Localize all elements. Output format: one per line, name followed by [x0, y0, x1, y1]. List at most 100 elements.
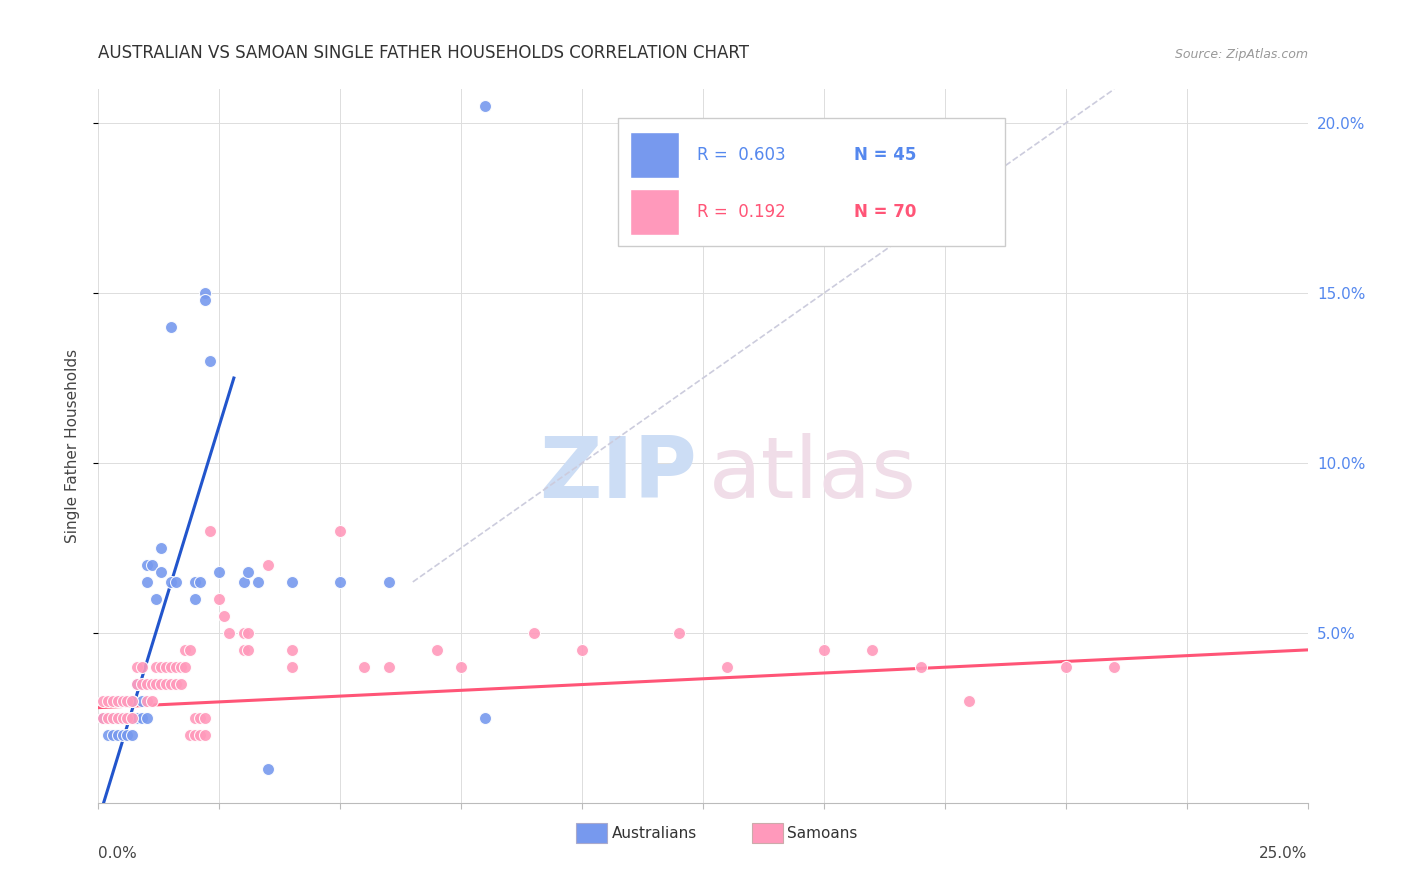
Point — [188, 574, 211, 589]
Point — [184, 711, 207, 725]
Point — [329, 524, 352, 538]
Point — [353, 660, 375, 674]
Point — [150, 565, 173, 579]
Point — [145, 591, 167, 606]
Point — [179, 728, 201, 742]
Point — [198, 524, 221, 538]
Point — [377, 574, 399, 589]
Point — [141, 558, 163, 572]
Point — [198, 354, 221, 368]
Point — [135, 574, 157, 589]
Point — [97, 711, 120, 725]
Point — [247, 574, 270, 589]
Point — [135, 711, 157, 725]
Point — [91, 711, 114, 725]
Point — [194, 286, 217, 301]
Y-axis label: Single Father Households: Single Father Households — [65, 349, 80, 543]
Point — [107, 694, 129, 708]
Point — [1054, 660, 1077, 674]
Point — [194, 728, 217, 742]
Text: R =  0.192: R = 0.192 — [697, 203, 786, 221]
Point — [450, 660, 472, 674]
Point — [184, 574, 207, 589]
Point — [256, 762, 278, 776]
Point — [329, 574, 352, 589]
Point — [121, 694, 143, 708]
Point — [165, 660, 187, 674]
Point — [165, 574, 187, 589]
Point — [377, 660, 399, 674]
Point — [212, 608, 235, 623]
Text: R =  0.603: R = 0.603 — [697, 146, 786, 164]
Point — [97, 728, 120, 742]
Point — [232, 643, 254, 657]
Point — [135, 694, 157, 708]
Point — [117, 711, 139, 725]
Point — [101, 694, 124, 708]
Point — [188, 728, 211, 742]
Point — [860, 643, 883, 657]
Point — [232, 626, 254, 640]
Point — [218, 626, 240, 640]
Bar — [630, 189, 679, 235]
Point — [121, 694, 143, 708]
Point — [716, 660, 738, 674]
Point — [97, 694, 120, 708]
Point — [194, 293, 217, 307]
Point — [131, 660, 153, 674]
Point — [101, 711, 124, 725]
Point — [474, 99, 496, 113]
Text: Samoans: Samoans — [787, 826, 858, 840]
Point — [160, 660, 183, 674]
Point — [111, 728, 134, 742]
Point — [127, 677, 149, 691]
Point — [141, 694, 163, 708]
Point — [474, 711, 496, 725]
Point — [194, 711, 217, 725]
Text: Australians: Australians — [612, 826, 697, 840]
Point — [117, 694, 139, 708]
Text: N = 45: N = 45 — [855, 146, 917, 164]
Point — [169, 677, 191, 691]
Point — [111, 694, 134, 708]
Text: 25.0%: 25.0% — [1260, 846, 1308, 861]
Point — [107, 711, 129, 725]
Text: ZIP: ZIP — [540, 433, 697, 516]
Point — [238, 565, 260, 579]
Point — [668, 626, 690, 640]
Point — [135, 677, 157, 691]
Point — [145, 660, 167, 674]
Text: AUSTRALIAN VS SAMOAN SINGLE FATHER HOUSEHOLDS CORRELATION CHART: AUSTRALIAN VS SAMOAN SINGLE FATHER HOUSE… — [98, 44, 749, 62]
Point — [174, 660, 197, 674]
Text: 0.0%: 0.0% — [98, 846, 138, 861]
Point — [121, 711, 143, 725]
Text: Source: ZipAtlas.com: Source: ZipAtlas.com — [1174, 48, 1308, 61]
Point — [107, 694, 129, 708]
Point — [127, 660, 149, 674]
Point — [111, 711, 134, 725]
Point — [107, 711, 129, 725]
Point — [184, 728, 207, 742]
Point — [131, 694, 153, 708]
Point — [160, 677, 183, 691]
Point — [150, 541, 173, 555]
Point — [107, 728, 129, 742]
Point — [571, 643, 593, 657]
Point — [141, 677, 163, 691]
Point — [150, 660, 173, 674]
Point — [111, 694, 134, 708]
Point — [1102, 660, 1125, 674]
Point — [910, 660, 932, 674]
Point — [160, 574, 183, 589]
Point — [281, 660, 304, 674]
Point — [169, 660, 191, 674]
Point — [155, 660, 177, 674]
Point — [91, 711, 114, 725]
Point — [281, 643, 304, 657]
Text: N = 70: N = 70 — [855, 203, 917, 221]
Point — [208, 565, 231, 579]
Point — [127, 677, 149, 691]
Point — [91, 694, 114, 708]
Point — [232, 574, 254, 589]
Point — [145, 677, 167, 691]
